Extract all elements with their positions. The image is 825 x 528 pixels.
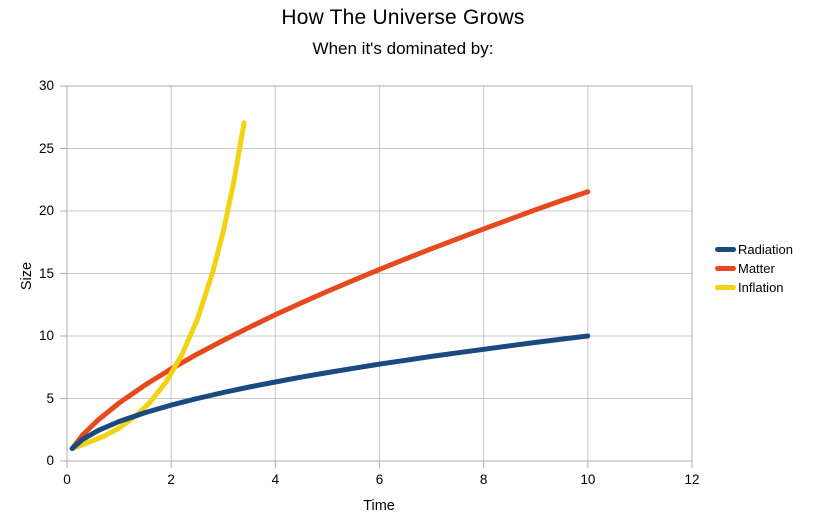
radiation-curve: [69, 333, 591, 451]
legend-label: Radiation: [738, 242, 793, 257]
x-tick-label: 10: [580, 472, 596, 487]
x-tick-label: 0: [63, 472, 71, 487]
x-tick-label: 8: [479, 472, 488, 487]
plot-border: [66, 85, 693, 462]
y-axis-title: Size: [19, 261, 35, 291]
x-tick-label: 2: [167, 472, 175, 487]
legend-label: Inflation: [738, 280, 784, 295]
legend-item-matter: Matter: [715, 259, 793, 278]
x-tick-label: 6: [375, 472, 384, 487]
legend-label: Matter: [738, 261, 775, 276]
y-tick-label: 25: [38, 140, 54, 156]
x-axis-title: Time: [363, 498, 395, 514]
legend-item-inflation: Inflation: [715, 278, 793, 297]
y-tick-label: 15: [38, 265, 54, 281]
chart-subtitle: When it's dominated by:: [312, 39, 494, 58]
y-tick-label: 10: [38, 328, 54, 343]
radiation-line-swatch: [715, 247, 736, 252]
matter-line-swatch: [715, 266, 736, 271]
inflation-line-swatch: [715, 285, 736, 290]
y-tick-label: 20: [38, 203, 54, 218]
x-tick-label: 4: [271, 472, 280, 487]
inflation-curve: [69, 120, 247, 451]
legend-item-radiation: Radiation: [715, 240, 793, 259]
x-tick-label: 12: [684, 472, 700, 487]
matter-curve: [69, 189, 591, 451]
chart-title: How The Universe Grows: [281, 6, 525, 29]
legend: Radiation Matter Inflation: [715, 240, 793, 297]
y-tick-label: 30: [38, 78, 54, 93]
y-tick-label: 0: [46, 453, 54, 468]
y-tick-label: 5: [46, 390, 54, 406]
